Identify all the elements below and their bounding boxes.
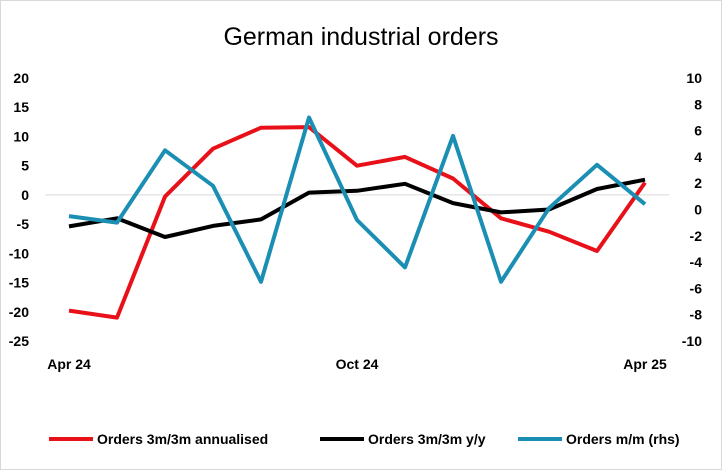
y-right-tick-label: -8 [690, 307, 703, 323]
x-tick-label: Oct 24 [336, 356, 379, 372]
legend-label: Orders 3m/3m y/y [368, 431, 486, 447]
y-left-tick-label: 15 [13, 99, 29, 115]
y-right-tick-label: -4 [690, 254, 703, 270]
y-right-tick-label: 8 [694, 96, 702, 112]
y-left-tick-label: 20 [13, 70, 29, 86]
plot-series [68, 115, 647, 320]
y-left-tick-label: -10 [9, 245, 29, 261]
y-right-tick-label: 10 [686, 70, 702, 86]
chart-title: German industrial orders [223, 23, 498, 51]
series-line-3 [68, 115, 647, 284]
y-left-tick-label: 0 [21, 187, 29, 203]
y-right-tick-label: -10 [682, 333, 702, 349]
axes: 20151050-5-10-15-20-251086420-2-4-6-8-10… [9, 70, 702, 372]
legend: Orders 3m/3m annualised Orders 3m/3m y/y O… [49, 431, 680, 447]
y-right-tick-label: 2 [694, 175, 702, 191]
y-left-tick-label: -15 [9, 275, 29, 291]
y-left-tick-label: 10 [13, 128, 29, 144]
x-tick-label: Apr 25 [623, 356, 667, 372]
y-right-tick-label: 6 [694, 123, 702, 139]
y-right-tick-label: -2 [690, 228, 703, 244]
y-right-tick-label: 4 [694, 149, 702, 165]
legend-label: Orders 3m/3m annualised [97, 431, 268, 447]
legend-label: Orders m/m (rhs) [566, 431, 680, 447]
series-line-1 [68, 125, 647, 320]
y-left-tick-label: 5 [21, 158, 29, 174]
x-tick-label: Apr 24 [47, 356, 91, 372]
y-left-tick-label: -25 [9, 333, 29, 349]
y-left-tick-label: -20 [9, 304, 29, 320]
y-right-tick-label: -6 [690, 280, 703, 296]
y-right-tick-label: 0 [694, 202, 702, 218]
series-line-2 [68, 177, 646, 239]
y-left-tick-label: -5 [17, 216, 30, 232]
